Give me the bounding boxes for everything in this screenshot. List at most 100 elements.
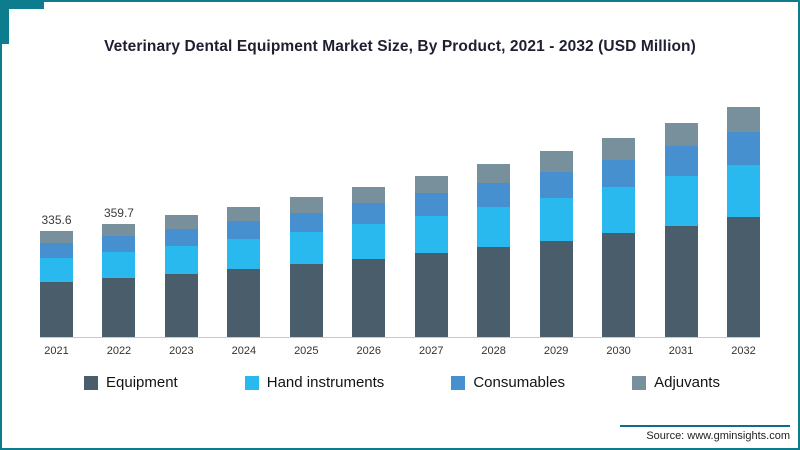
stacked-bar-2023 [164, 215, 198, 337]
bar-segment-adjuvants-2022 [102, 223, 136, 237]
bar-segment-hand-instruments-2028 [477, 207, 511, 248]
bar-segment-adjuvants-2024 [227, 206, 261, 221]
bar-column-2032 [726, 89, 760, 337]
stacked-bar-2025 [289, 197, 323, 337]
bar-segment-consumables-2028 [477, 183, 511, 208]
stacked-bar-2026 [352, 186, 386, 337]
bar-segment-adjuvants-2027 [414, 175, 448, 194]
legend-item-adjuvants: Adjuvants [632, 374, 720, 391]
bar-column-2025 [289, 179, 323, 337]
bar-segment-hand-instruments-2032 [726, 164, 760, 218]
bar-segment-hand-instruments-2027 [414, 216, 448, 254]
bar-segment-equipment-2028 [477, 247, 511, 337]
bar-segment-equipment-2025 [289, 264, 323, 337]
corner-accent-vertical [2, 2, 9, 44]
bar-segment-adjuvants-2030 [602, 137, 636, 160]
x-axis-label-2030: 2030 [606, 345, 631, 357]
bar-column-2031 [664, 105, 698, 337]
x-axis-label-2024: 2024 [231, 345, 257, 357]
x-axis-label-2029: 2029 [543, 345, 569, 357]
legend-swatch-hand-instruments [244, 375, 259, 390]
bar-segment-hand-instruments-2021 [40, 257, 73, 282]
bar-column-2023 [164, 197, 198, 337]
bar-segment-consumables-2024 [227, 220, 261, 240]
stacked-bar-2030 [602, 137, 636, 337]
bar-segment-consumables-2021 [40, 242, 73, 258]
stacked-bar-2022 [102, 223, 136, 337]
bar-segment-consumables-2029 [539, 171, 573, 198]
bar-column-2029 [539, 133, 573, 337]
bar-segment-equipment-2024 [227, 269, 261, 337]
bar-column-2028 [477, 146, 511, 337]
bar-segment-consumables-2026 [352, 203, 386, 225]
bar-segment-adjuvants-2023 [164, 215, 198, 229]
legend-item-hand-instruments: Hand instruments [244, 374, 385, 391]
bar-segment-consumables-2027 [414, 193, 448, 217]
legend-swatch-equipment [84, 375, 98, 390]
bar-segment-equipment-2031 [664, 225, 698, 337]
stacked-bar-2028 [477, 164, 511, 337]
bar-segment-hand-instruments-2023 [164, 245, 198, 274]
x-axis-labels: 2021 2022 2023 2024 2025 2026 2027 2028 2029 2030… [40, 345, 760, 357]
bar-segment-hand-instruments-2024 [227, 239, 261, 270]
bar-segment-hand-instruments-2022 [102, 252, 136, 279]
bar-segment-equipment-2023 [164, 273, 198, 337]
chart-title: Veterinary Dental Equipment Market Size,… [104, 38, 696, 55]
source-text: Source: www.gminsights.com [646, 430, 790, 442]
legend: Equipment Hand instruments Consumables Adju… [84, 374, 720, 391]
bar-segment-hand-instruments-2031 [664, 176, 698, 226]
x-axis-label-2031: 2031 [668, 345, 694, 357]
bar-column-2026 [352, 169, 386, 337]
legend-label-consumables: Consumables [473, 374, 566, 391]
bar-segment-consumables-2022 [102, 236, 136, 253]
bar-value-label-2021: 335.6 [41, 213, 72, 228]
bar-column-2030 [602, 120, 636, 337]
bar-segment-equipment-2032 [726, 217, 760, 337]
legend-label-adjuvants: Adjuvants [654, 374, 720, 391]
plot-area: 335.6 359.7 [40, 86, 760, 338]
stacked-bar-2029 [539, 151, 573, 337]
x-axis-label-2023: 2023 [169, 345, 194, 357]
bar-segment-consumables-2030 [602, 159, 636, 188]
bar-segment-hand-instruments-2029 [539, 197, 573, 241]
bar-segment-adjuvants-2031 [664, 122, 698, 147]
bar-segment-hand-instruments-2025 [289, 232, 323, 265]
bar-segment-hand-instruments-2026 [352, 224, 386, 259]
bar-segment-equipment-2030 [602, 233, 636, 337]
bar-segment-adjuvants-2032 [726, 107, 760, 133]
stacked-bar-2024 [227, 206, 261, 337]
x-axis-label-2026: 2026 [356, 345, 381, 357]
bar-segment-equipment-2022 [102, 278, 136, 337]
bar-column-2027 [414, 158, 448, 337]
x-axis-label-2022: 2022 [106, 345, 132, 357]
x-axis-label-2028: 2028 [481, 345, 506, 357]
bar-segment-adjuvants-2025 [289, 197, 323, 213]
legend-item-consumables: Consumables [451, 374, 565, 391]
bar-segment-adjuvants-2029 [539, 151, 573, 172]
bar-segment-consumables-2032 [726, 132, 760, 165]
source-divider-line [620, 425, 790, 427]
legend-swatch-adjuvants [632, 375, 647, 390]
bar-column-2021: 335.6 [40, 213, 73, 337]
bar-column-2024 [227, 189, 261, 337]
bar-segment-consumables-2025 [289, 212, 323, 233]
stacked-bar-2027 [414, 175, 448, 337]
plot-wrapper: 335.6 359.7 2021 2022 2023 2024 2025 2026 2027 2… [40, 86, 760, 357]
bar-value-label-2022: 359.7 [103, 205, 134, 220]
bar-segment-adjuvants-2026 [352, 186, 386, 204]
source-block: Source: www.gminsights.com [620, 425, 790, 442]
bar-segment-adjuvants-2021 [40, 231, 73, 243]
x-axis-label-2032: 2032 [731, 345, 756, 357]
bar-segment-equipment-2026 [352, 258, 386, 337]
bar-segment-equipment-2021 [40, 282, 73, 337]
bar-segment-equipment-2027 [414, 253, 448, 337]
bar-segment-consumables-2031 [664, 146, 698, 177]
legend-label-hand-instruments: Hand instruments [266, 374, 385, 391]
bar-segment-hand-instruments-2030 [602, 187, 636, 234]
legend-label-equipment: Equipment [106, 374, 178, 391]
x-axis-label-2021: 2021 [44, 345, 69, 357]
legend-item-equipment: Equipment [84, 374, 178, 391]
legend-swatch-consumables [451, 375, 466, 390]
bar-column-2022: 359.7 [102, 205, 136, 337]
